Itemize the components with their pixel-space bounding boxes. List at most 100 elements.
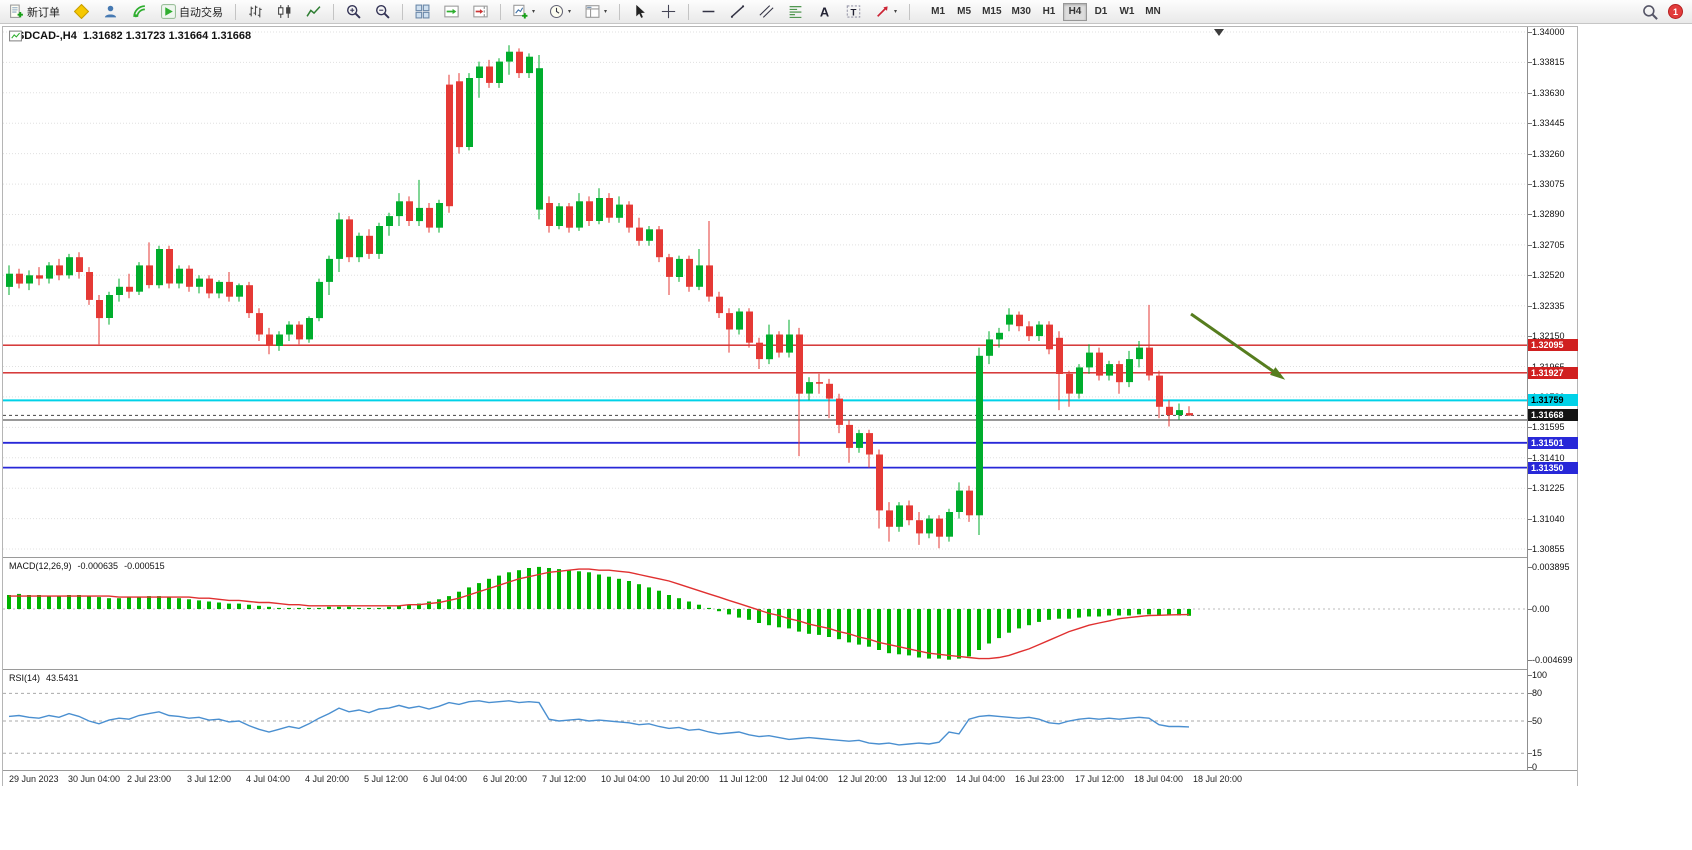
templates-button[interactable]: ▾	[581, 2, 611, 22]
horizontal-line-button[interactable]	[697, 2, 720, 22]
tile-windows-button[interactable]	[411, 2, 434, 22]
zoom-in-button[interactable]	[342, 2, 365, 22]
timeframe-M15[interactable]: M15	[978, 3, 1005, 21]
autotrading-button[interactable]: 自动交易	[157, 2, 227, 22]
panel-divider[interactable]	[3, 669, 1577, 670]
chart-shift-button[interactable]	[469, 2, 492, 22]
price-scale[interactable]: 1.34000 1.33815 1.33630 1.33445 1.33260 1.330…	[1527, 27, 1578, 772]
timeframe-M30[interactable]: M30	[1008, 3, 1035, 21]
zoom-out-button[interactable]	[371, 2, 394, 22]
macd-bar	[897, 609, 901, 655]
market-watch-button[interactable]	[99, 2, 122, 22]
metaeditor-button[interactable]	[70, 2, 93, 22]
macd-indicator-panel[interactable]	[3, 558, 1527, 669]
price-tag: 1.31350	[1528, 462, 1578, 474]
candle	[1176, 410, 1183, 415]
candle	[126, 286, 133, 292]
scale-tick	[1528, 767, 1532, 768]
notification-badge[interactable]: 1	[1668, 4, 1683, 19]
scale-tick	[1528, 336, 1532, 337]
chart-ohlc: 1.31682 1.31723 1.31664 1.31668	[82, 30, 252, 42]
macd-bar	[747, 609, 751, 620]
timeframe-W1[interactable]: W1	[1115, 3, 1139, 21]
trend-arrow	[1190, 312, 1278, 376]
auto-scroll-icon	[444, 5, 459, 18]
autotrading-icon	[161, 4, 176, 19]
candle	[426, 207, 433, 228]
macd-bar	[717, 609, 721, 612]
time-label: 13 Jul 12:00	[897, 774, 947, 784]
timeframe-H1[interactable]: H1	[1037, 3, 1061, 21]
channel-button[interactable]	[755, 2, 778, 22]
timeframe-M1[interactable]: M1	[926, 3, 950, 21]
time-axis[interactable]: 29 Jun 2023 30 Jun 04:00 2 Jul 23:00 3 Jul …	[3, 770, 1577, 786]
label-button[interactable]: T	[842, 2, 865, 22]
rsi-scale-label: 50	[1532, 716, 1543, 726]
time-label: 17 Jul 12:00	[1075, 774, 1125, 784]
panel-divider[interactable]	[3, 557, 1577, 558]
cursor-button[interactable]	[628, 2, 651, 22]
candle	[756, 342, 763, 360]
macd-bar	[1027, 609, 1031, 626]
candle	[726, 313, 733, 330]
macd-bar	[597, 574, 601, 609]
candlestick-chart-button[interactable]	[273, 2, 296, 22]
rsi-indicator-panel[interactable]	[3, 670, 1527, 769]
scale-tick	[1528, 693, 1532, 694]
chevron-down-icon[interactable]: ▾	[894, 9, 898, 15]
macd-bar	[1167, 609, 1171, 616]
timeframe-D1[interactable]: D1	[1089, 3, 1113, 21]
rsi-line	[8, 700, 1190, 746]
candle	[816, 382, 823, 384]
timeframe-M5[interactable]: M5	[952, 3, 976, 21]
candle	[606, 198, 613, 218]
trendline-button[interactable]	[726, 2, 749, 22]
time-label: 10 Jul 04:00	[601, 774, 651, 784]
price-scale-label: 1.31040	[1532, 514, 1565, 524]
timeframe-H4[interactable]: H4	[1062, 2, 1087, 21]
candle	[1086, 352, 1093, 368]
line-chart-button[interactable]	[302, 2, 325, 22]
arrows-icon	[877, 6, 888, 17]
crosshair-button[interactable]	[657, 2, 680, 22]
search-icon	[1643, 4, 1658, 20]
macd-bar	[127, 597, 131, 609]
periods-button[interactable]: ▾	[545, 2, 575, 22]
macd-bar	[1137, 609, 1141, 615]
candle	[166, 249, 173, 284]
macd-bar	[47, 596, 51, 609]
bar-chart-button[interactable]	[244, 2, 267, 22]
macd-bar	[917, 609, 921, 658]
macd-bar	[267, 606, 271, 609]
new-order-button[interactable]: 新订单	[5, 2, 64, 22]
candle	[686, 258, 693, 287]
macd-bar	[1077, 609, 1081, 618]
scale-tick	[1528, 184, 1532, 185]
macd-bar	[987, 609, 991, 644]
fibonacci-button[interactable]	[784, 2, 807, 22]
price-chart[interactable]	[3, 27, 1527, 557]
candle	[286, 324, 293, 335]
macd-bar	[807, 609, 811, 634]
candle	[836, 398, 843, 425]
new-chart-button[interactable]: ▾	[509, 2, 539, 22]
chevron-down-icon[interactable]: ▾	[532, 9, 536, 15]
macd-bar	[647, 587, 651, 609]
candle	[736, 311, 743, 330]
macd-bar	[767, 609, 771, 626]
price-scale-label: 1.31225	[1532, 483, 1565, 493]
scale-tick	[1528, 519, 1532, 520]
candle	[1056, 337, 1063, 374]
macd-bar	[167, 597, 171, 609]
candle	[236, 285, 243, 297]
auto-scroll-button[interactable]	[440, 2, 463, 22]
search-button[interactable]	[1638, 2, 1662, 22]
chevron-down-icon[interactable]: ▾	[604, 9, 608, 15]
timeframe-MN[interactable]: MN	[1141, 3, 1165, 21]
arrows-button[interactable]: ▾	[871, 2, 901, 22]
text-button[interactable]: A	[813, 2, 836, 22]
chart-shift-marker[interactable]	[1214, 29, 1224, 36]
chevron-down-icon[interactable]: ▾	[568, 9, 572, 15]
signals-button[interactable]	[128, 2, 151, 22]
scale-tick	[1528, 245, 1532, 246]
